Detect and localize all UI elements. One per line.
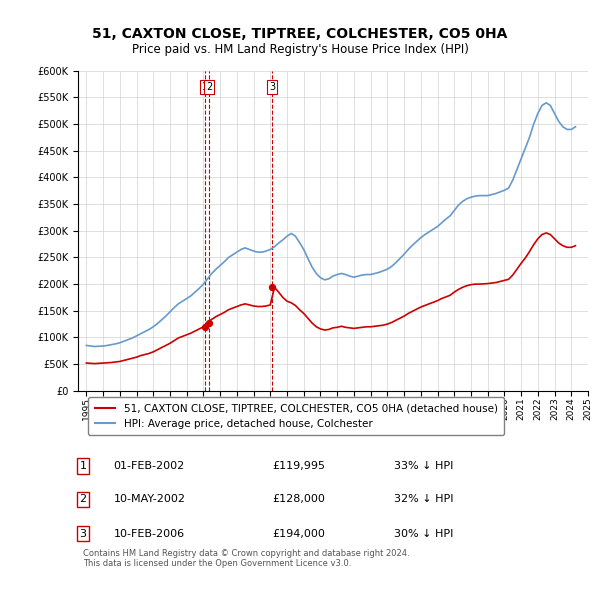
Text: 3: 3 [80, 529, 86, 539]
Text: £194,000: £194,000 [272, 529, 325, 539]
Text: 10-MAY-2002: 10-MAY-2002 [114, 494, 186, 504]
Text: 32% ↓ HPI: 32% ↓ HPI [394, 494, 454, 504]
Legend: 51, CAXTON CLOSE, TIPTREE, COLCHESTER, CO5 0HA (detached house), HPI: Average pr: 51, CAXTON CLOSE, TIPTREE, COLCHESTER, C… [88, 397, 504, 435]
Text: 30% ↓ HPI: 30% ↓ HPI [394, 529, 454, 539]
Text: Price paid vs. HM Land Registry's House Price Index (HPI): Price paid vs. HM Land Registry's House … [131, 43, 469, 56]
Point [200, 322, 209, 332]
Text: 10-FEB-2006: 10-FEB-2006 [114, 529, 185, 539]
Text: 2: 2 [80, 494, 86, 504]
Text: £128,000: £128,000 [272, 494, 325, 504]
Text: £119,995: £119,995 [272, 461, 325, 471]
Point [268, 283, 277, 292]
Text: 1: 1 [202, 82, 208, 92]
Text: 3: 3 [269, 82, 275, 92]
Text: Contains HM Land Registry data © Crown copyright and database right 2024.
This d: Contains HM Land Registry data © Crown c… [83, 549, 410, 568]
Text: 33% ↓ HPI: 33% ↓ HPI [394, 461, 454, 471]
Point [205, 318, 214, 327]
Text: 2: 2 [206, 82, 212, 92]
Text: 1: 1 [80, 461, 86, 471]
Text: 51, CAXTON CLOSE, TIPTREE, COLCHESTER, CO5 0HA: 51, CAXTON CLOSE, TIPTREE, COLCHESTER, C… [92, 27, 508, 41]
Text: 01-FEB-2002: 01-FEB-2002 [114, 461, 185, 471]
